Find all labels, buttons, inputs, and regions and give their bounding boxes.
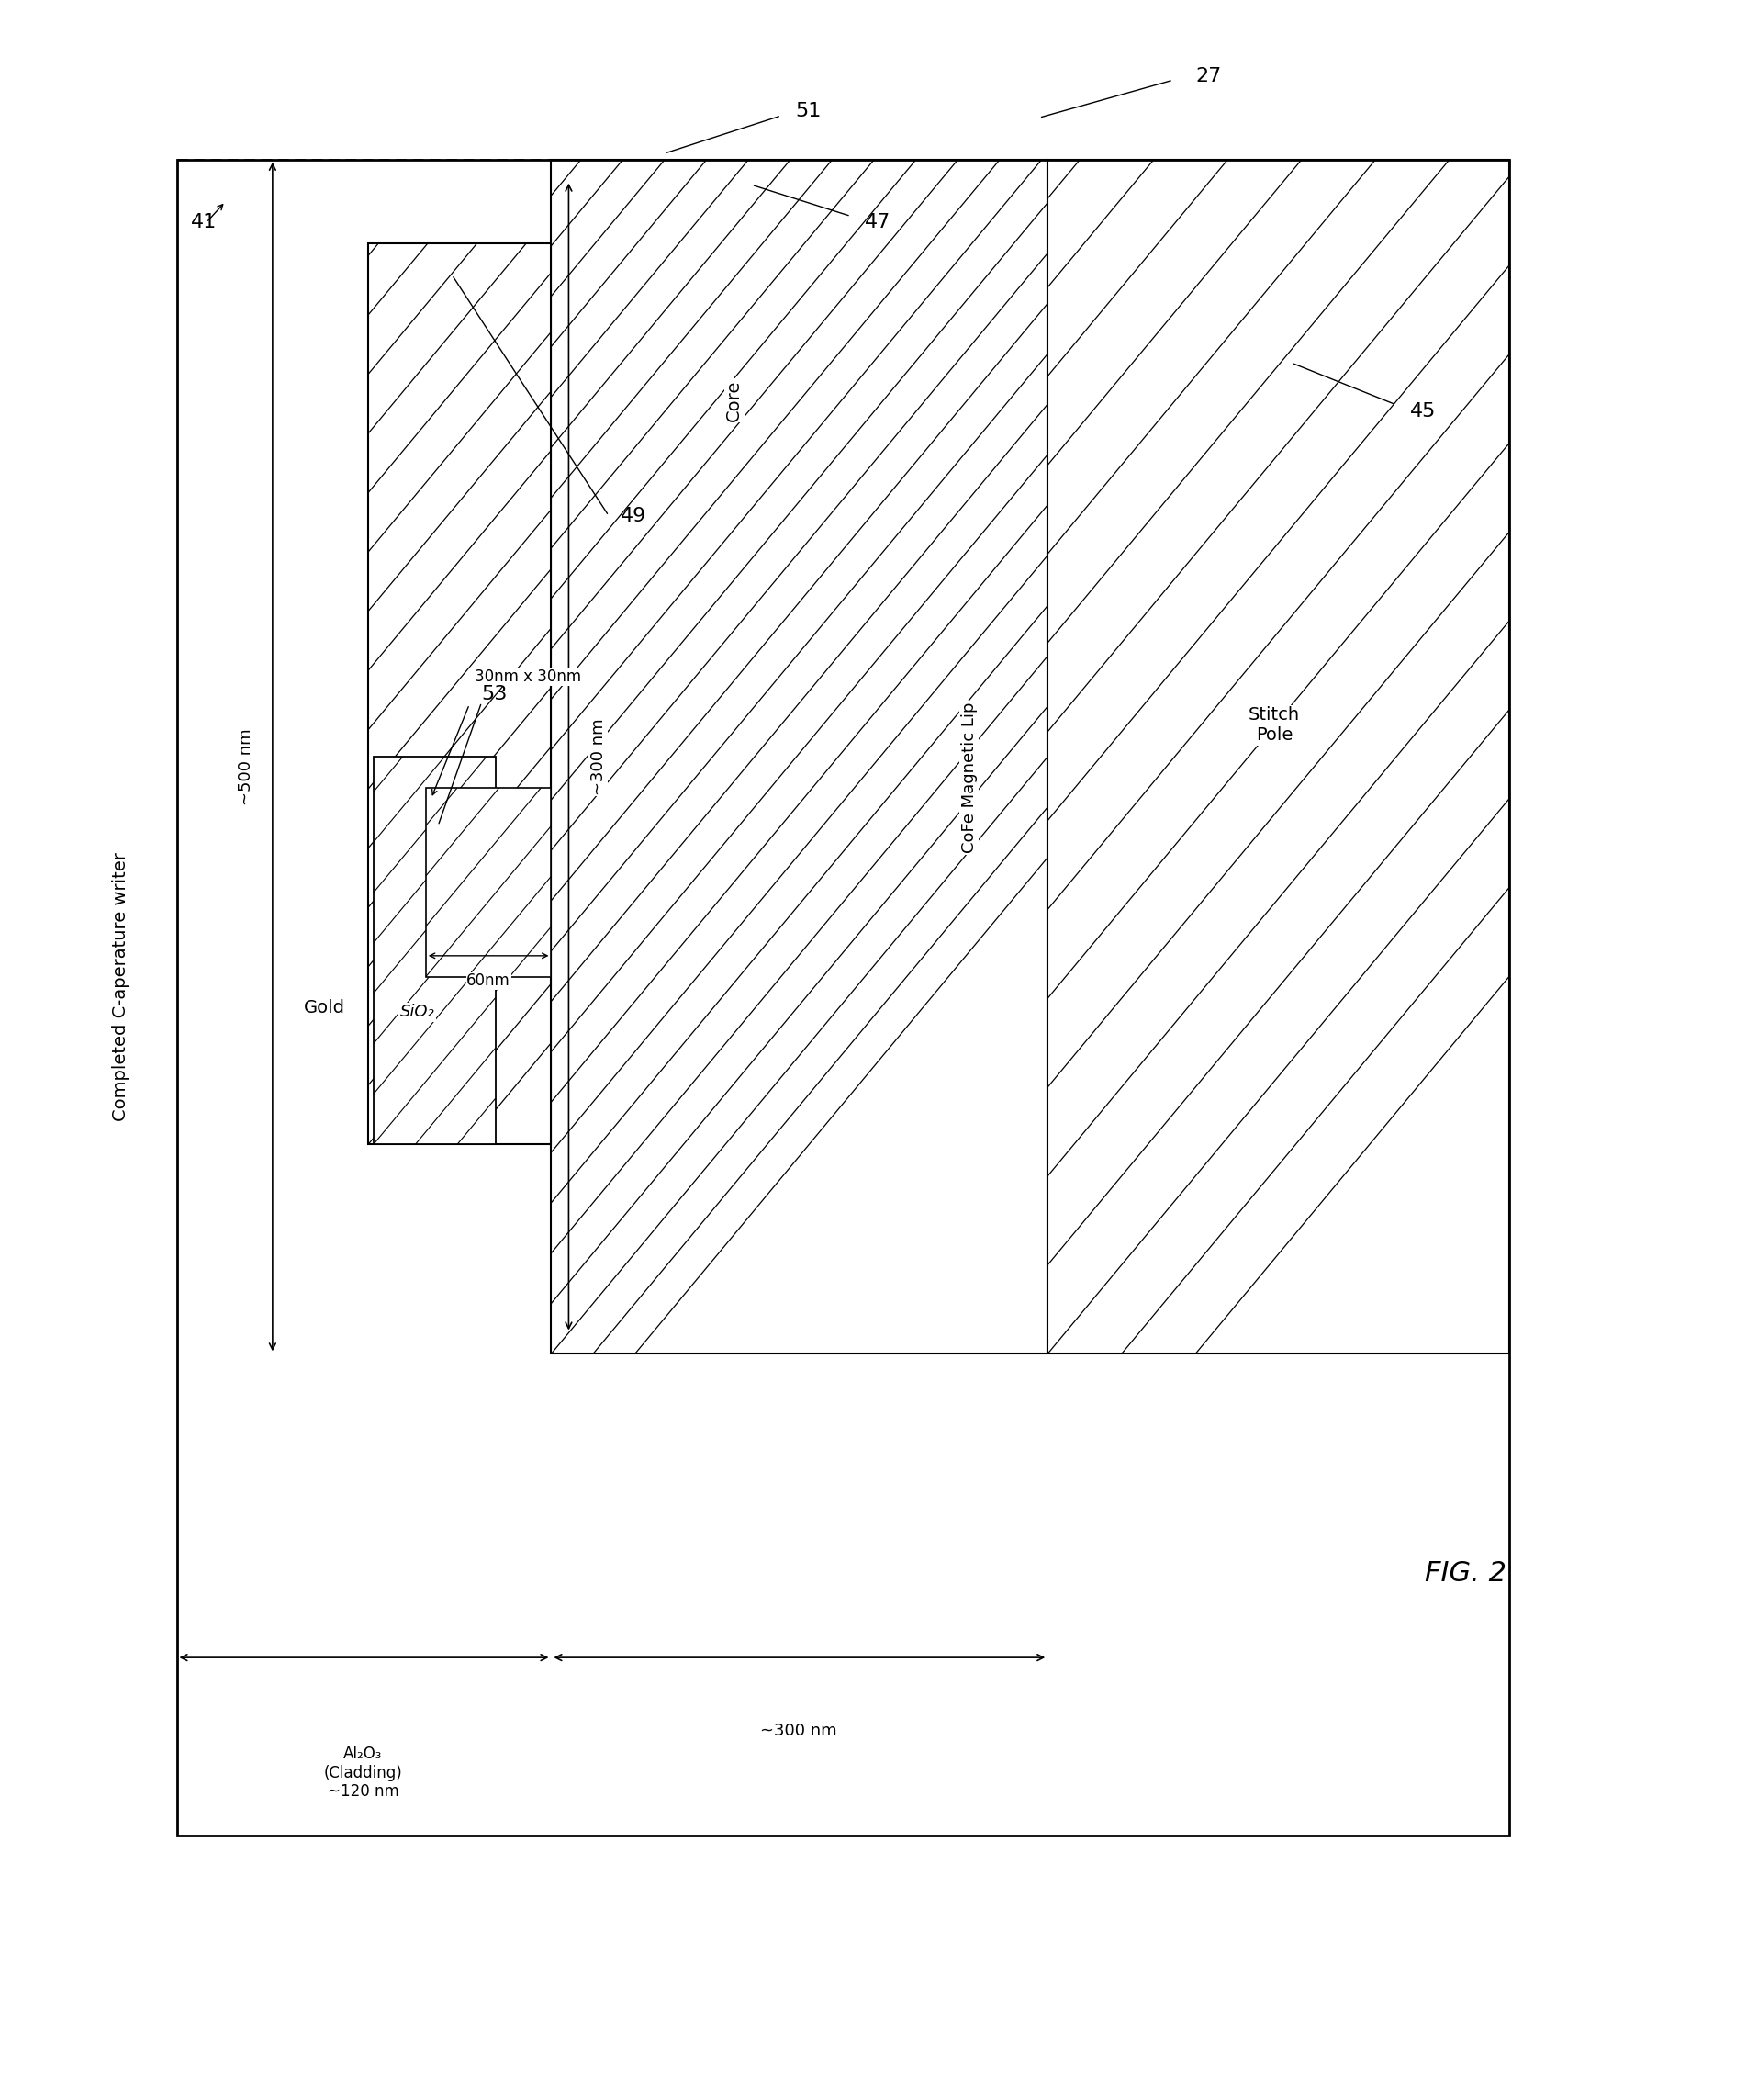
Text: FIG. 2: FIG. 2: [1426, 1560, 1506, 1588]
Text: 45: 45: [1410, 401, 1436, 420]
Text: ~500 nm: ~500 nm: [238, 729, 255, 806]
Text: ~300 nm: ~300 nm: [760, 1722, 837, 1739]
Text: 27: 27: [1195, 67, 1221, 86]
Text: CoFe Magnetic Lip: CoFe Magnetic Lip: [961, 701, 978, 853]
FancyBboxPatch shape: [176, 160, 1509, 1835]
FancyBboxPatch shape: [552, 160, 1048, 1354]
Text: Gold: Gold: [304, 1000, 346, 1016]
Text: ~300 nm: ~300 nm: [590, 718, 606, 796]
Text: Al₂O₃
(Cladding)
~120 nm: Al₂O₃ (Cladding) ~120 nm: [323, 1745, 402, 1800]
FancyBboxPatch shape: [1048, 160, 1509, 1354]
Text: 60nm: 60nm: [466, 972, 510, 989]
Text: 41: 41: [190, 214, 217, 231]
Text: SiO₂: SiO₂: [400, 1004, 435, 1021]
Text: 51: 51: [795, 103, 821, 120]
Text: 49: 49: [620, 506, 646, 525]
FancyBboxPatch shape: [369, 244, 552, 1145]
Text: Stitch
Pole: Stitch Pole: [1249, 706, 1300, 743]
FancyBboxPatch shape: [426, 788, 552, 977]
Text: 30nm x 30nm: 30nm x 30nm: [475, 668, 582, 685]
Text: 47: 47: [865, 214, 891, 231]
Text: Completed C-aperature writer: Completed C-aperature writer: [112, 853, 129, 1121]
FancyBboxPatch shape: [374, 756, 496, 1144]
Text: 53: 53: [482, 685, 508, 704]
Text: Core: Core: [725, 380, 742, 422]
